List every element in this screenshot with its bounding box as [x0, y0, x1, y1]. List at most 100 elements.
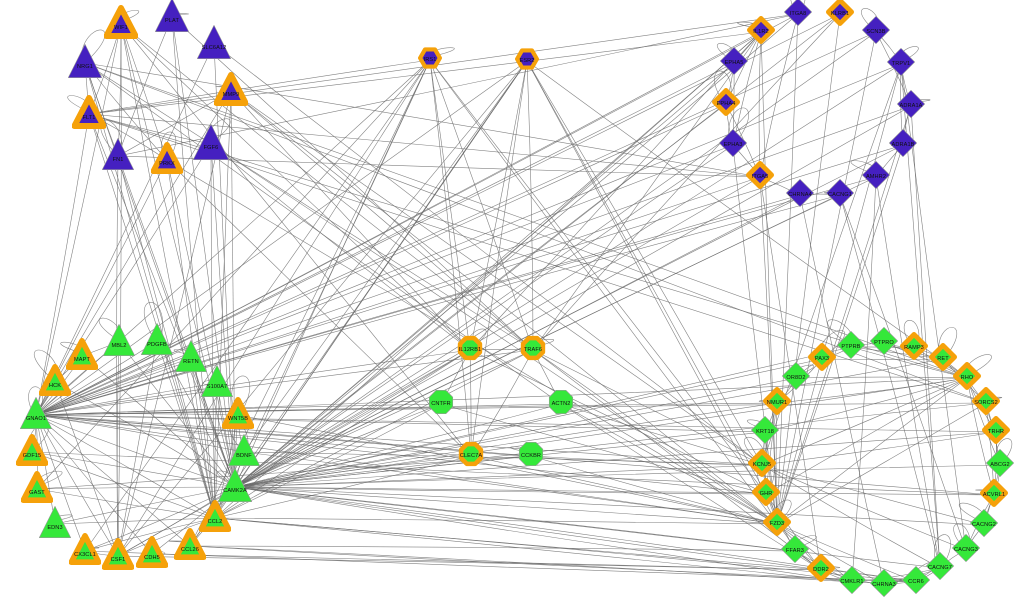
- graph-node-edn3[interactable]: EDN3: [38, 505, 72, 540]
- graph-edge: [530, 455, 778, 525]
- graph-node-csf1[interactable]: CSF1: [101, 537, 135, 575]
- graph-self-loop: [938, 326, 958, 356]
- graph-node-wif1[interactable]: WIF1: [103, 4, 139, 44]
- graph-edge: [31, 451, 995, 496]
- graph-node-kcnj5[interactable]: KCNJ5: [748, 448, 776, 479]
- graph-edge: [760, 31, 778, 525]
- graph-node-cmklr1[interactable]: CMKLR1: [838, 565, 867, 596]
- graph-node-nmur1[interactable]: NMUR1: [763, 386, 791, 420]
- graph-node-scn3b[interactable]: SCN3B: [862, 15, 891, 46]
- diamond-shape-icon: [952, 533, 981, 567]
- graph-edge: [795, 376, 968, 379]
- graph-node-epha4[interactable]: EPHA4: [712, 87, 740, 118]
- graph-node-cdh5[interactable]: CDH5: [135, 535, 169, 570]
- graph-node-cacng7[interactable]: CACNG7: [926, 551, 955, 582]
- triangle-shape-icon: [103, 4, 139, 44]
- graph-edge: [214, 517, 853, 583]
- graph-node-adra1b[interactable]: ADRA1B: [889, 128, 918, 159]
- triangle-shape-icon: [101, 537, 135, 575]
- graph-node-fgf6[interactable]: FGF6: [192, 123, 230, 162]
- graph-node-cntfr[interactable]: CNTFR: [428, 389, 454, 417]
- graph-node-plat[interactable]: PLAT: [154, 0, 190, 34]
- graph-node-mbl2[interactable]: MBL2: [102, 323, 136, 358]
- graph-node-krt18[interactable]: KRT18: [751, 415, 780, 446]
- triangle-shape-icon: [173, 527, 207, 565]
- graph-node-ccl26[interactable]: CCL26: [173, 527, 207, 565]
- graph-node-epha5[interactable]: EPHA5: [720, 46, 749, 77]
- graph-node-klrb1[interactable]: KLRB1: [826, 0, 854, 28]
- graph-node-cckbr[interactable]: CCKBR: [518, 441, 544, 469]
- graph-edge: [429, 59, 471, 351]
- graph-self-loop: [904, 320, 920, 345]
- graph-node-wnt5b[interactable]: WNT5B: [221, 396, 255, 431]
- graph-node-ffar3[interactable]: FFAR3: [781, 534, 810, 565]
- graph-edge: [776, 402, 987, 525]
- graph-node-clec7a[interactable]: CLEC7A: [458, 441, 484, 469]
- graph-node-itga8[interactable]: ITGA8: [784, 0, 813, 28]
- graph-node-ramp3[interactable]: RAMP3: [900, 331, 928, 362]
- triangle-shape-icon: [140, 322, 174, 360]
- graph-node-itga5[interactable]: ITGA5: [746, 160, 774, 191]
- graph-edge: [429, 59, 767, 495]
- graph-node-esr2[interactable]: ESR2: [514, 47, 539, 73]
- graph-node-sorcs2[interactable]: SORCS2: [972, 386, 1000, 417]
- graph-node-il1r2[interactable]: IL1R2: [747, 15, 775, 46]
- octagon-shape-icon: [520, 335, 546, 366]
- graph-node-actn2[interactable]: ACTN2: [548, 389, 574, 417]
- graph-node-adra1a[interactable]: ADRA1A: [897, 89, 926, 120]
- graph-node-pdgfb[interactable]: PDGFB: [140, 322, 174, 360]
- graph-node-irs1[interactable]: IRS1: [417, 46, 442, 72]
- graph-edge: [526, 60, 763, 466]
- graph-edge: [84, 517, 216, 552]
- graph-edge: [35, 414, 119, 557]
- graph-edge: [761, 377, 968, 466]
- graph-node-ptpro[interactable]: PTPRO: [870, 326, 899, 357]
- graph-node-gast[interactable]: GAST: [20, 470, 54, 505]
- graph-edge: [88, 13, 799, 115]
- graph-node-amhr2[interactable]: AMHR2: [862, 160, 891, 191]
- graph-node-acvrl1[interactable]: ACVRL1: [980, 478, 1008, 509]
- graph-node-cacng1[interactable]: CACNG1: [826, 178, 855, 209]
- graph-node-hck[interactable]: HCK: [38, 363, 72, 398]
- graph-node-fn1[interactable]: FN1: [101, 137, 135, 172]
- graph-edge: [234, 377, 968, 488]
- graph-node-traf6[interactable]: TRAF6: [520, 335, 546, 366]
- graph-node-slc6a12[interactable]: SLC6A12: [196, 24, 232, 61]
- graph-node-il12rb1[interactable]: IL12RB1: [457, 335, 483, 363]
- graph-node-gdf15[interactable]: GDF15: [15, 433, 49, 471]
- graph-edge: [234, 486, 995, 496]
- graph-node-cx3cl1[interactable]: CX3CL1: [68, 532, 102, 567]
- graph-node-flt1[interactable]: FLT1: [71, 94, 107, 131]
- graph-node-trpv1[interactable]: TRPV1: [887, 47, 916, 78]
- graph-node-chrna3[interactable]: CHRNA3: [870, 568, 899, 599]
- graph-node-nrg1[interactable]: NRG1: [67, 43, 103, 80]
- graph-edge: [35, 402, 987, 416]
- graph-node-prkx[interactable]: PRKX: [150, 141, 184, 176]
- graph-node-ghr[interactable]: GHR: [752, 477, 780, 508]
- triangle-shape-icon: [15, 433, 49, 471]
- graph-edge: [166, 159, 216, 519]
- graph-node-cacng3[interactable]: CACNG3: [952, 533, 981, 567]
- graph-node-chrna4[interactable]: CHRNA4: [786, 178, 815, 209]
- graph-edge: [35, 13, 799, 416]
- graph-node-trhr[interactable]: TRHR: [982, 415, 1010, 446]
- graph-node-mmp9[interactable]: MMP9: [213, 71, 249, 108]
- graph-node-gnao1[interactable]: GNAO1: [19, 396, 53, 431]
- graph-edge: [761, 464, 985, 526]
- graph-node-s100a7[interactable]: S100A7: [200, 364, 234, 399]
- graph-node-epha3[interactable]: EPHA3: [719, 128, 748, 159]
- graph-node-pax3[interactable]: PAX3: [808, 342, 836, 373]
- graph-node-ccr6[interactable]: CCR6: [902, 565, 931, 596]
- graph-node-bdnf[interactable]: BDNF: [227, 433, 261, 468]
- graph-edge: [35, 414, 86, 552]
- graph-edge: [776, 13, 841, 525]
- graph-edge: [35, 23, 122, 416]
- graph-node-ptprb[interactable]: PTPRB: [837, 330, 866, 361]
- graph-edge: [210, 143, 471, 351]
- graph-edge: [36, 488, 216, 519]
- graph-node-abcg2[interactable]: ABCG2: [986, 448, 1015, 479]
- graph-edge: [469, 60, 528, 351]
- graph-node-ddr2[interactable]: DDR2: [807, 553, 835, 584]
- diamond-shape-icon: [763, 386, 791, 420]
